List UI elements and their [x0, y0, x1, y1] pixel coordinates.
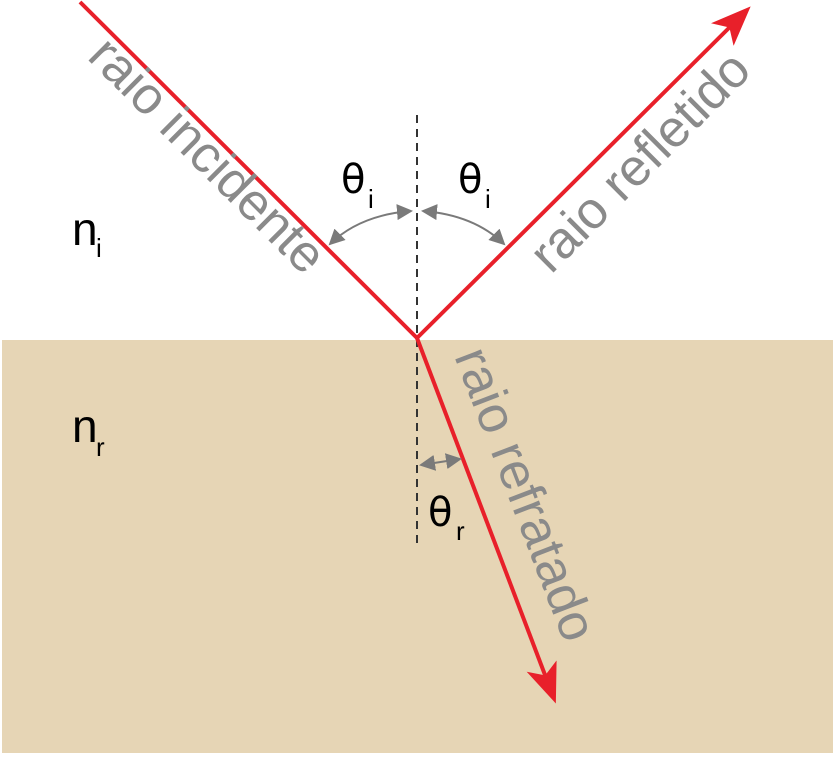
- reflection-angle-label: θ i: [458, 157, 491, 214]
- refracting-medium: [2, 340, 833, 753]
- svg-text:i: i: [96, 233, 102, 263]
- refracted-medium-label: n r: [72, 400, 105, 462]
- incident-medium-label: n i: [72, 203, 102, 263]
- svg-text:r: r: [96, 432, 105, 462]
- refracted-ray: [415, 337, 557, 704]
- reflected-ray-label: raio refletido: [518, 40, 761, 283]
- svg-text:θ: θ: [428, 490, 452, 536]
- svg-text:r: r: [456, 516, 465, 546]
- svg-text:θ: θ: [341, 157, 365, 203]
- incident-ray: [78, 0, 419, 340]
- svg-text:i: i: [368, 184, 374, 214]
- svg-text:n: n: [72, 203, 98, 255]
- svg-text:θ: θ: [458, 157, 482, 203]
- svg-text:i: i: [485, 184, 491, 214]
- incidence-angle-arc: [328, 204, 413, 246]
- reflection-angle-arc: [421, 204, 506, 246]
- svg-text:n: n: [72, 400, 98, 452]
- refraction-angle-label: θ r: [428, 490, 465, 546]
- reflected-ray: [415, 6, 751, 340]
- refraction-angle-arc: [419, 453, 462, 471]
- incident-ray-label: raio incidente: [78, 25, 338, 285]
- incidence-angle-label: θ i: [341, 157, 374, 214]
